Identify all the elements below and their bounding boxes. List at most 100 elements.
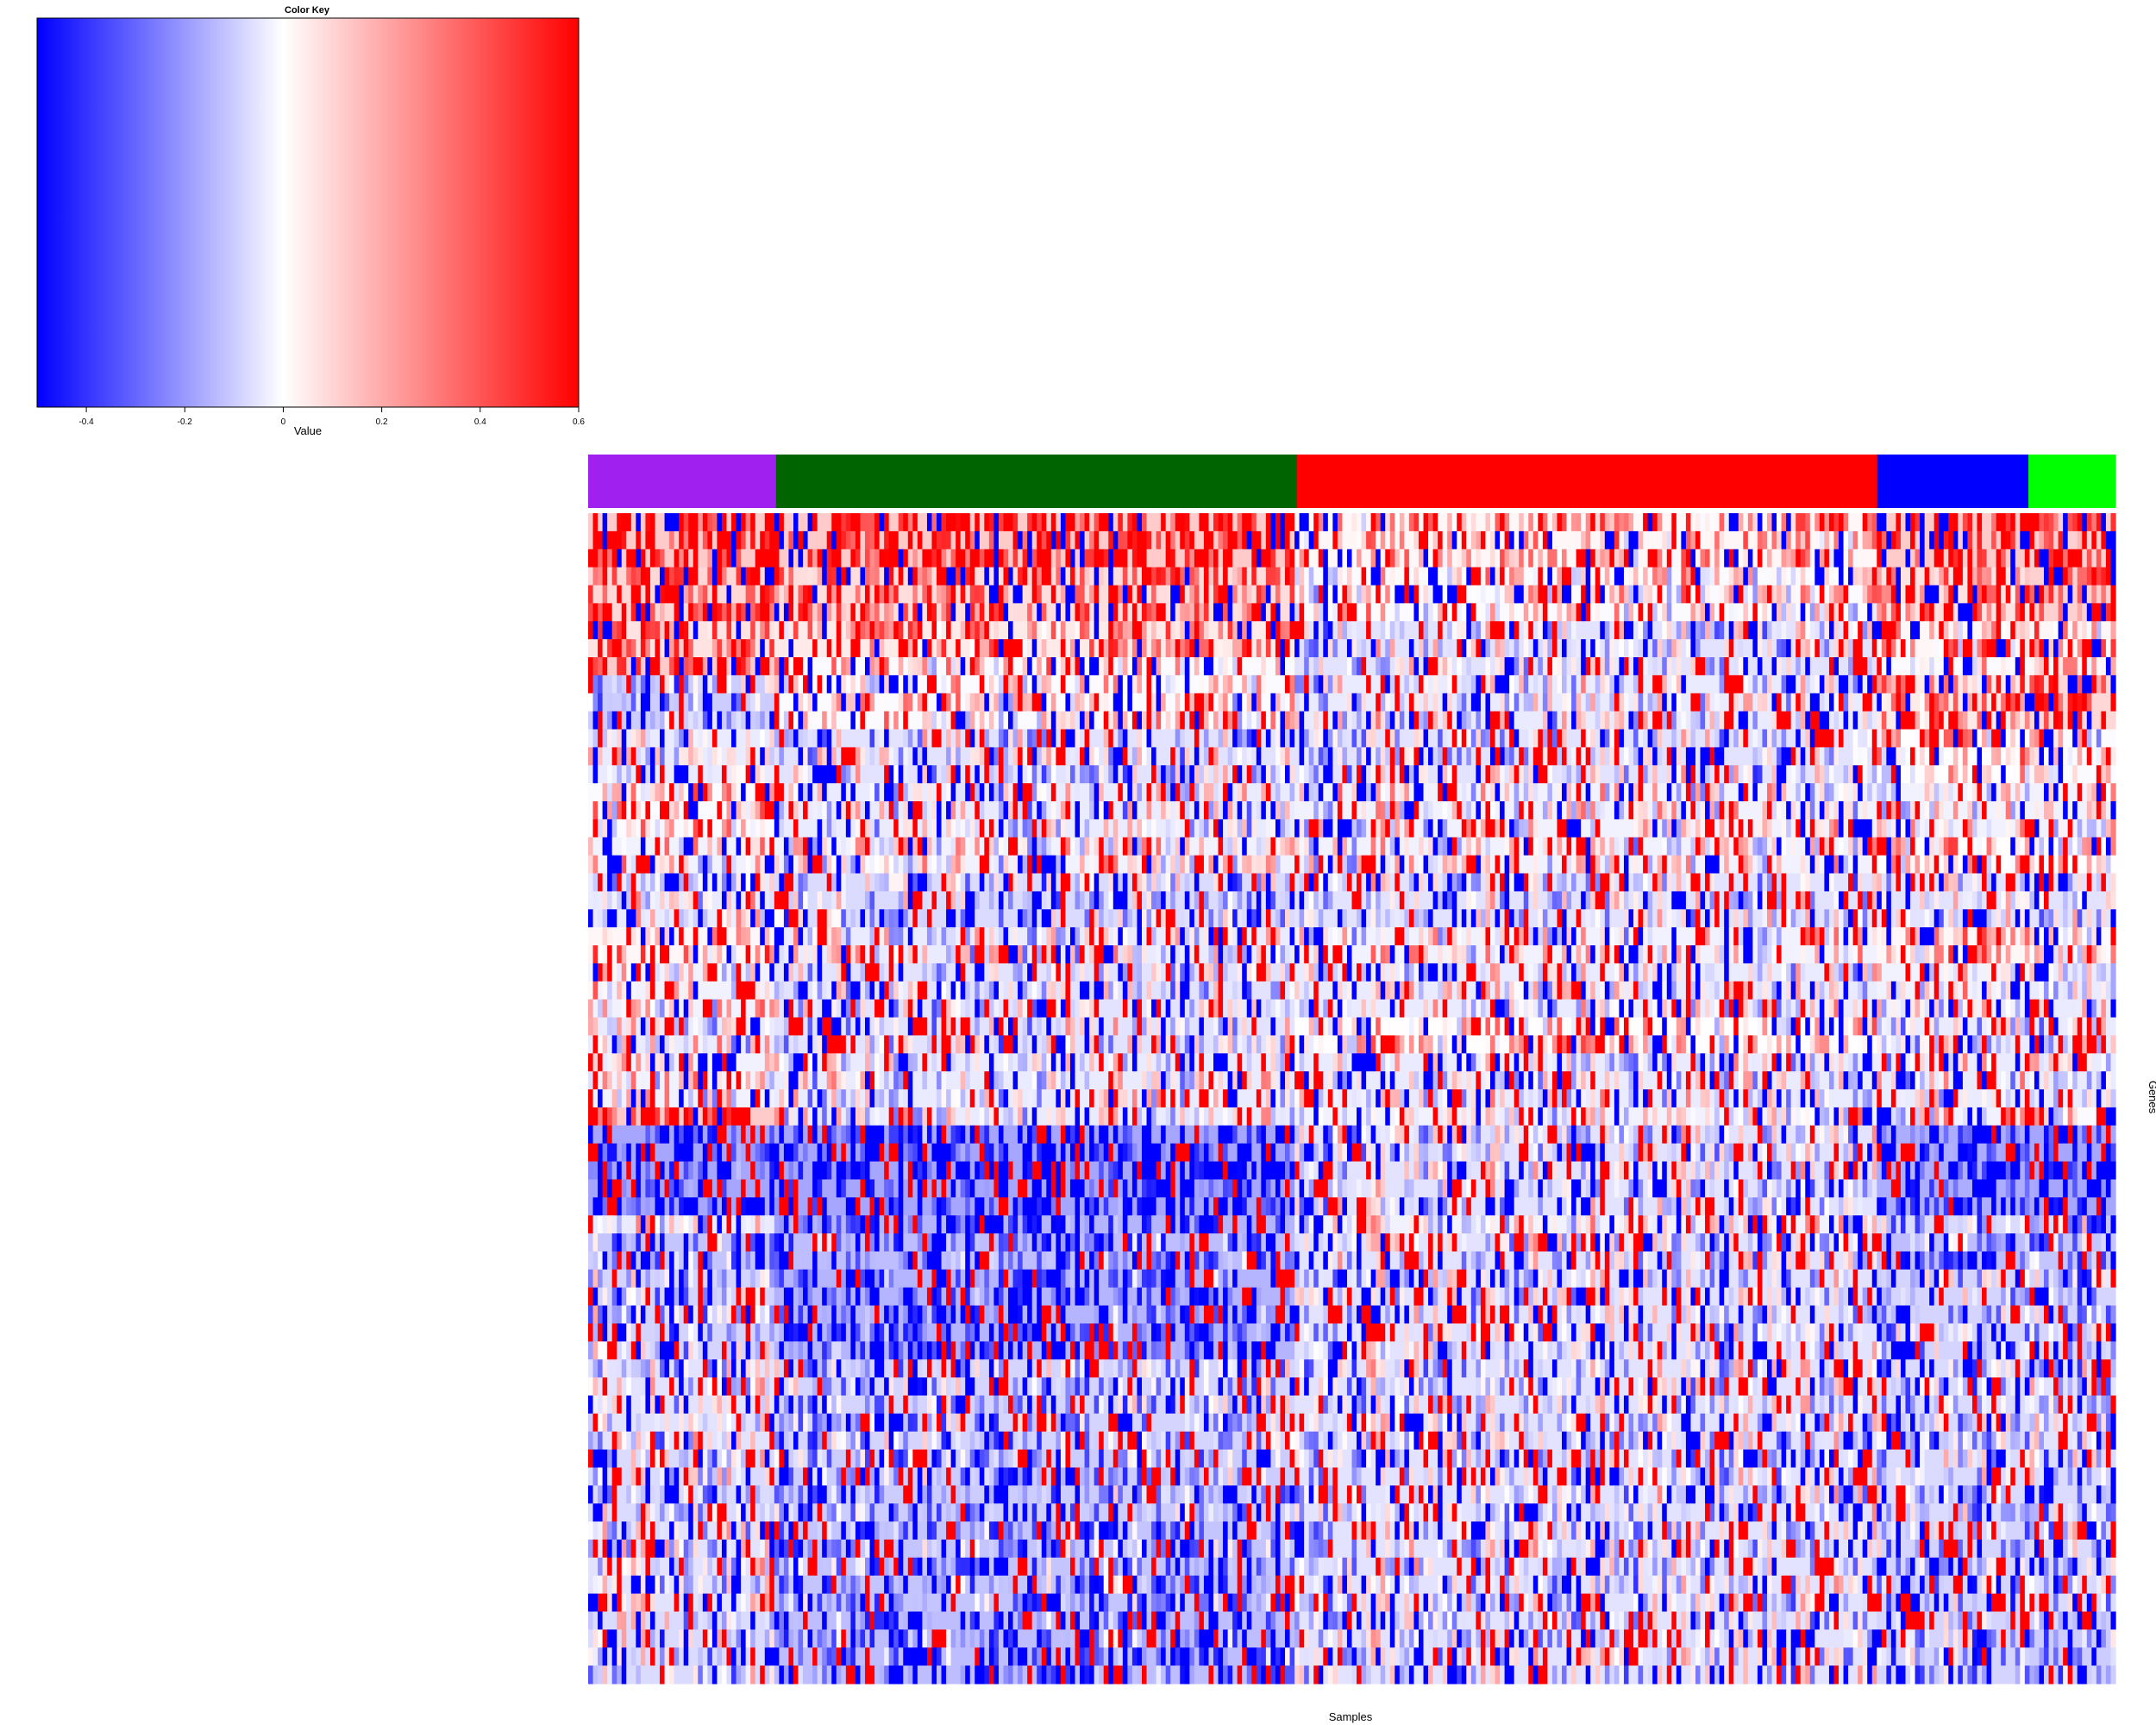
heatmap-cell — [1824, 711, 1830, 731]
heatmap-cell — [1084, 567, 1090, 586]
heatmap-cell — [764, 674, 770, 694]
heatmap-cell — [1223, 674, 1229, 694]
heatmap-cell — [760, 603, 766, 622]
heatmap-cell — [1361, 639, 1367, 658]
heatmap-cell — [1647, 693, 1653, 712]
heatmap-cell — [679, 530, 685, 550]
heatmap-cell — [1127, 674, 1133, 694]
heatmap-cell — [1566, 549, 1572, 568]
heatmap-cell — [1275, 603, 1282, 622]
heatmap-cell — [1566, 765, 1572, 784]
heatmap-cell — [907, 513, 913, 532]
heatmap-cell — [1991, 513, 1997, 532]
heatmap-cell — [993, 567, 1000, 586]
heatmap-cell — [721, 711, 728, 731]
heatmap-cell — [655, 729, 661, 748]
heatmap-cell — [1833, 603, 1839, 622]
heatmap-cell — [1457, 603, 1463, 622]
heatmap-cell — [674, 530, 680, 550]
heatmap-cell — [803, 657, 809, 676]
heatmap-cell — [1819, 567, 1825, 586]
heatmap-cell — [1137, 639, 1143, 658]
heatmap-cell — [2024, 567, 2030, 586]
heatmap-cell — [2096, 674, 2102, 694]
heatmap-cell — [903, 765, 909, 784]
heatmap-cell — [798, 549, 804, 568]
heatmap-cell — [1337, 674, 1344, 694]
heatmap-cell — [817, 513, 823, 532]
heatmap-cell — [1318, 674, 1324, 694]
heatmap-cell — [664, 711, 670, 731]
heatmap-cell — [1037, 783, 1043, 802]
heatmap-cell — [826, 729, 832, 748]
heatmap-cell — [1146, 639, 1152, 658]
heatmap-cell — [912, 639, 918, 658]
heatmap-cell — [1614, 711, 1620, 731]
heatmap-cell — [1018, 585, 1024, 604]
heatmap-cell — [1208, 567, 1214, 586]
heatmap-cell — [1504, 603, 1510, 622]
heatmap-cell — [2110, 585, 2116, 604]
heatmap-cell — [1342, 747, 1348, 766]
heatmap-cell — [1308, 693, 1314, 712]
heatmap-cell — [1270, 693, 1276, 712]
heatmap-cell — [1237, 549, 1243, 568]
heatmap-cell — [1700, 603, 1706, 622]
heatmap-cell — [2096, 711, 2102, 731]
heatmap-cell — [1366, 549, 1372, 568]
heatmap-cell — [1008, 549, 1014, 568]
heatmap-cell — [1242, 711, 1248, 731]
heatmap-cell — [1189, 711, 1195, 731]
heatmap-cell — [2072, 674, 2078, 694]
heatmap-cell — [1643, 603, 1649, 622]
heatmap-cell — [850, 603, 856, 622]
heatmap-cell — [1418, 567, 1425, 586]
heatmap-cell — [937, 549, 943, 568]
heatmap-cell — [1724, 657, 1730, 676]
heatmap-cell — [760, 693, 766, 712]
heatmap-cell — [1566, 585, 1572, 604]
heatmap-cell — [1075, 603, 1081, 622]
heatmap-cell — [1566, 513, 1572, 532]
heatmap-cell — [2024, 657, 2030, 676]
heatmap-cell — [783, 693, 790, 712]
heatmap-cell — [2039, 530, 2045, 550]
heatmap-cell — [745, 513, 751, 532]
heatmap-cell — [1447, 657, 1453, 676]
heatmap-cell — [979, 585, 985, 604]
heatmap-cell — [879, 693, 885, 712]
heatmap-cell — [1843, 513, 1849, 532]
heatmap-cell — [755, 603, 761, 622]
heatmap-cell — [807, 567, 813, 586]
heatmap-cell — [1165, 729, 1171, 748]
heatmap-cell — [1408, 513, 1415, 532]
heatmap-cell — [826, 765, 832, 784]
heatmap-cell — [1551, 530, 1558, 550]
heatmap-cell — [937, 729, 943, 748]
heatmap-cell — [817, 729, 823, 748]
heatmap-cell — [626, 674, 632, 694]
heatmap-cell — [1709, 603, 1715, 622]
heatmap-cell — [1418, 747, 1425, 766]
heatmap-cell — [1380, 513, 1386, 532]
heatmap-cell — [1839, 603, 1845, 622]
heatmap-cell — [922, 747, 928, 766]
heatmap-cell — [1709, 639, 1715, 658]
heatmap-cell — [1280, 783, 1286, 802]
heatmap-cell — [1581, 603, 1587, 622]
heatmap-cell — [1824, 765, 1830, 784]
heatmap-cell — [1060, 639, 1067, 658]
heatmap-cell — [664, 765, 670, 784]
heatmap-cell — [836, 530, 842, 550]
heatmap-cell — [707, 567, 713, 586]
heatmap-cell — [617, 567, 623, 586]
heatmap-cell — [1676, 530, 1682, 550]
heatmap-cell — [611, 783, 617, 802]
heatmap-cell — [2029, 657, 2035, 676]
heatmap-cell — [1790, 765, 1796, 784]
heatmap-cell — [903, 711, 909, 731]
heatmap-cell — [1346, 513, 1353, 532]
heatmap-cell — [1056, 621, 1062, 640]
heatmap-cell — [621, 513, 627, 532]
heatmap-cell — [1738, 657, 1744, 676]
